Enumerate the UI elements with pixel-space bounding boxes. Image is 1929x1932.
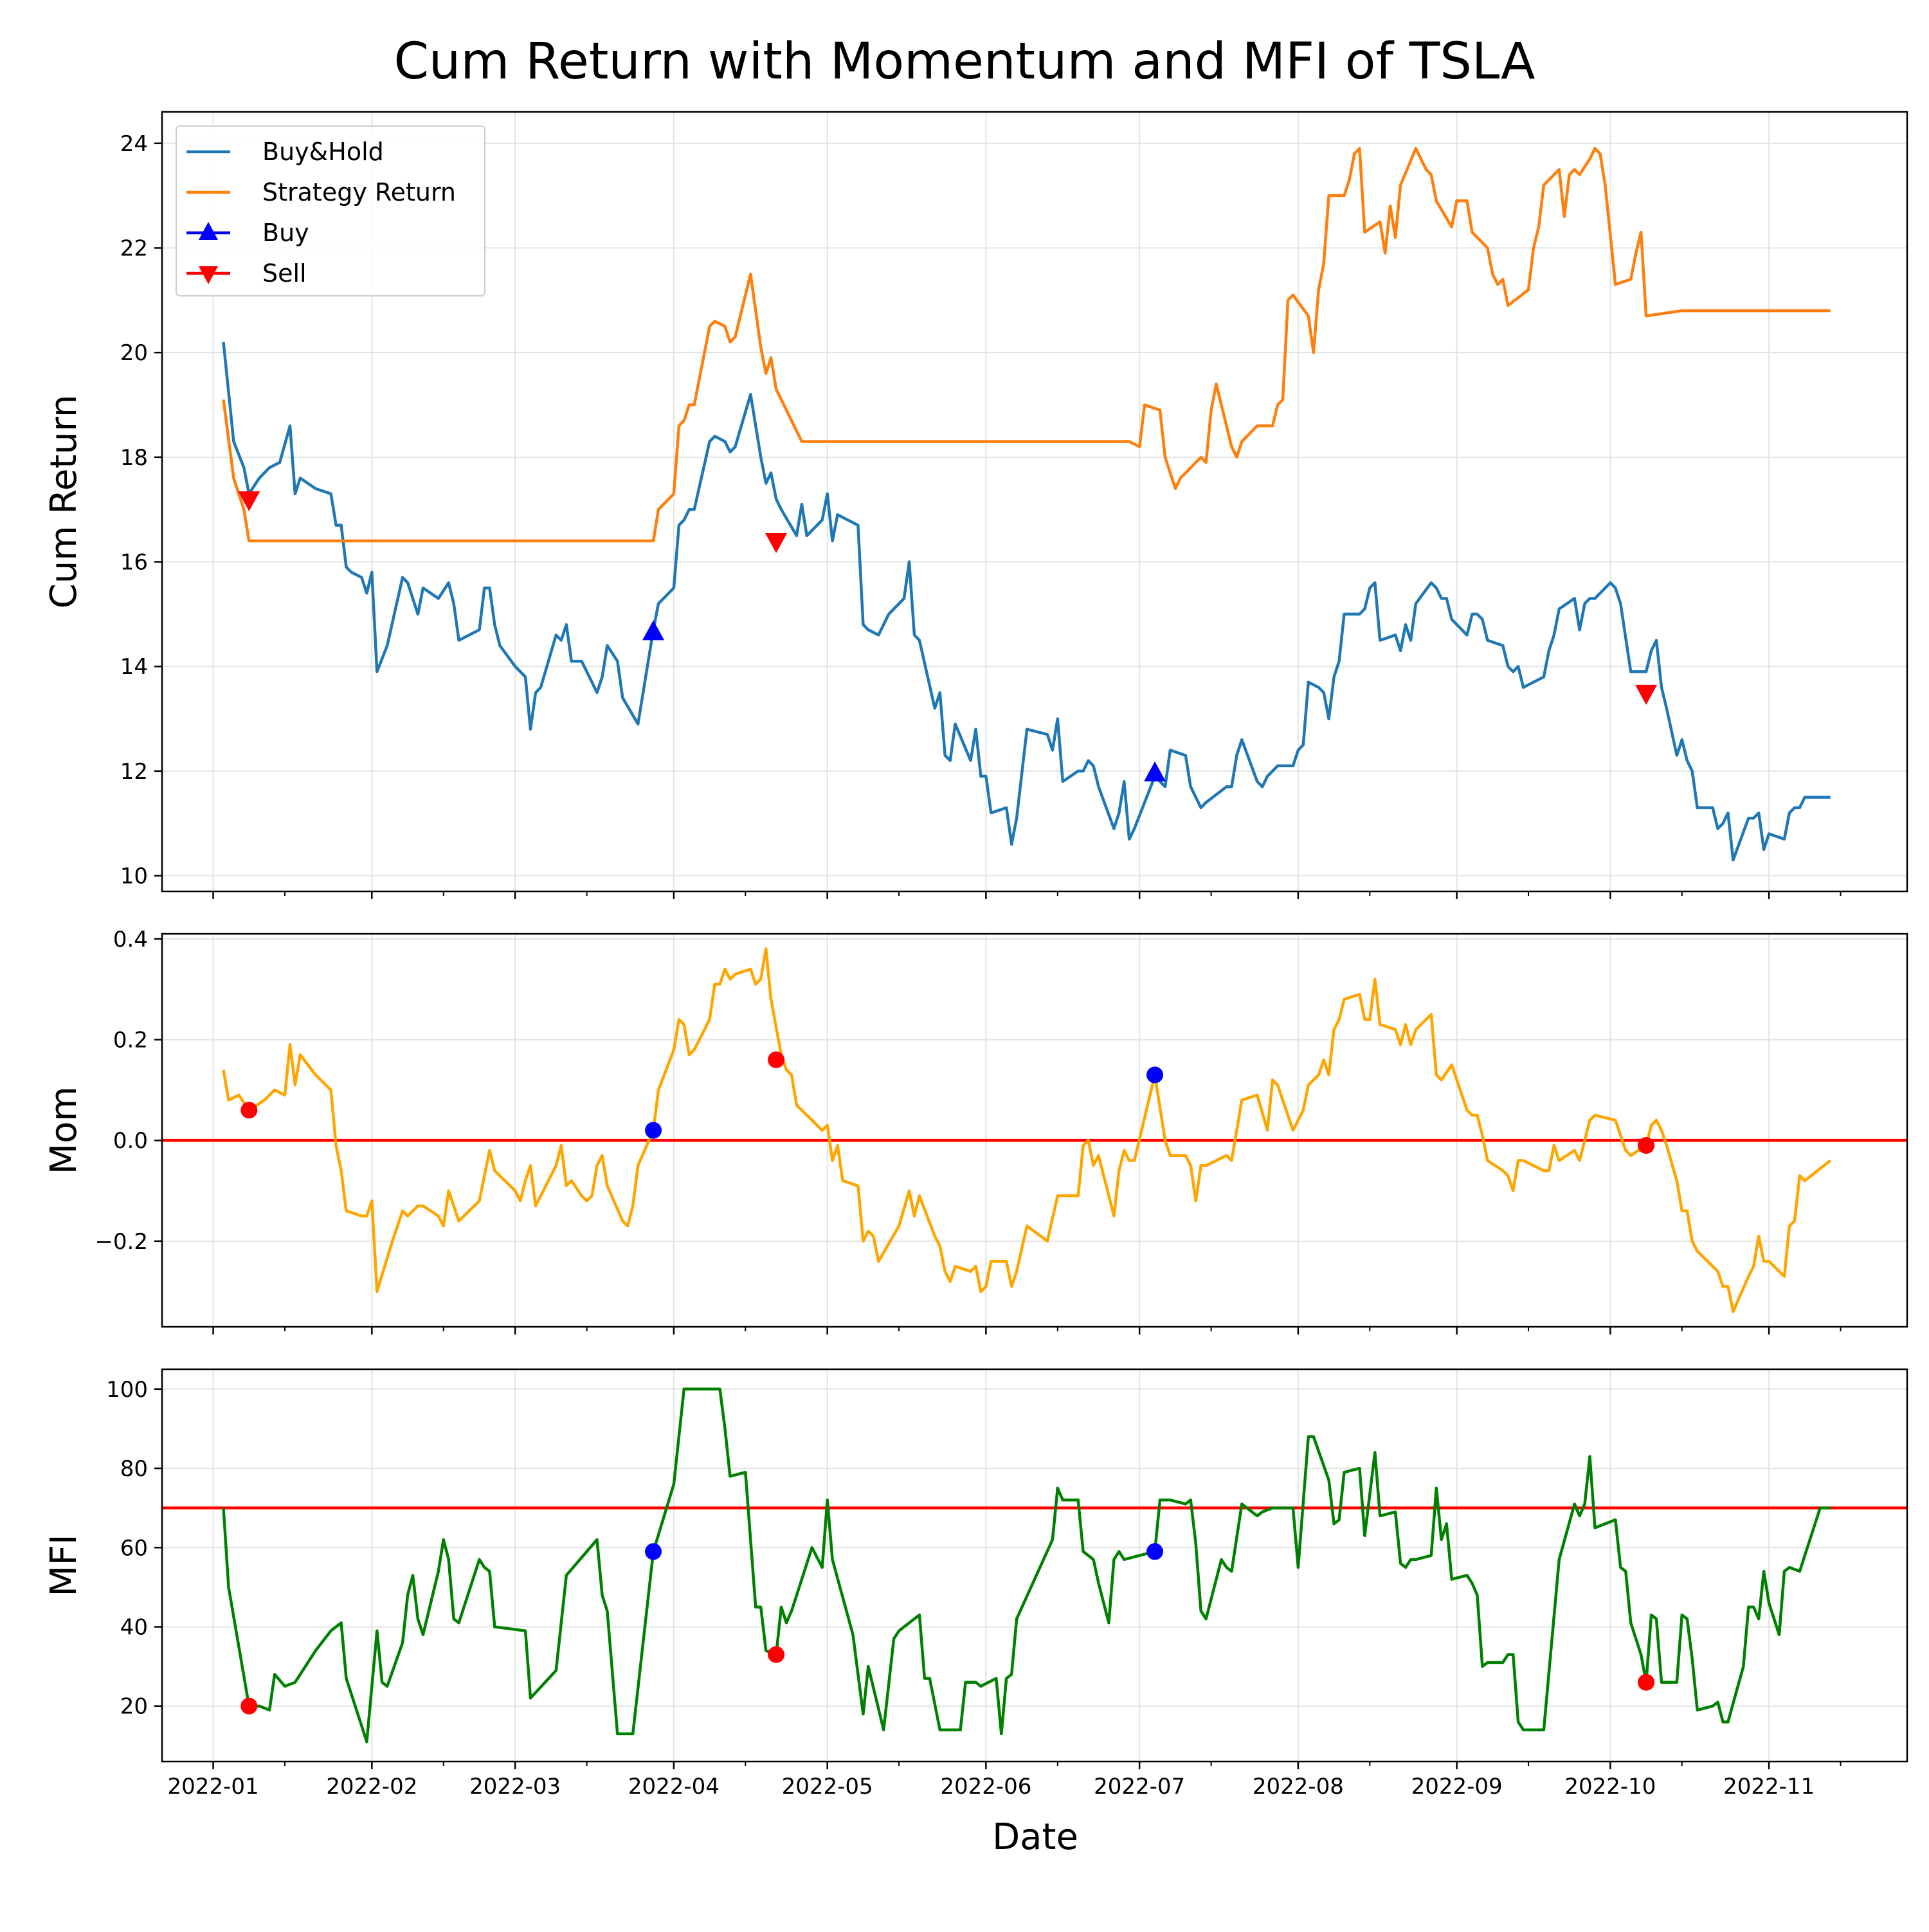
sell-marker: [768, 1646, 785, 1663]
x-tick-label: 2022-08: [1253, 1774, 1344, 1800]
y-tick-label: −0.2: [95, 1229, 148, 1255]
y-tick-label: 20: [120, 1694, 148, 1720]
y-axis-label: Cum Return: [43, 395, 85, 609]
legend-sell-marker: [199, 266, 218, 284]
y-tick-label: 16: [120, 550, 148, 576]
panel-1: −0.2 0.0 0.2 0.4 Mom: [43, 927, 1908, 1335]
y-tick-label: 60: [120, 1535, 148, 1561]
sell-marker: [1638, 1137, 1655, 1154]
buy-marker: [642, 620, 665, 641]
x-tick-label: 2022-06: [940, 1774, 1031, 1800]
plot-frame: [161, 1368, 1908, 1763]
buy-marker: [645, 1122, 662, 1139]
sell-marker: [768, 1051, 785, 1068]
legend: Buy&Hold Strategy Return Buy Sell: [176, 125, 485, 296]
x-tick-label: 2022-09: [1411, 1774, 1503, 1800]
y-tick-label: 80: [120, 1456, 148, 1482]
series-group: [222, 147, 1831, 862]
y-tick-label: 12: [120, 759, 148, 785]
legend-box: [176, 125, 485, 296]
y-tick-label: 0.4: [113, 927, 148, 952]
buy-marker: [1146, 1543, 1164, 1560]
panel-2: 2022-01 2022-02 2022-03 2022-04 2022-05 2022-…: [43, 1368, 1908, 1800]
series-line-series-0: [222, 947, 1831, 1313]
sell-marker: [1635, 684, 1658, 705]
y-tick-label: 100: [106, 1377, 148, 1403]
sell-marker: [238, 491, 260, 511]
series-line-strategy-return: [222, 147, 1831, 543]
x-tick-label: 2022-11: [1723, 1774, 1815, 1800]
x-tick-label: 2022-03: [469, 1774, 561, 1800]
series-line-buy-hold: [222, 342, 1831, 862]
y-tick-label: 18: [120, 445, 148, 471]
buy-marker: [1144, 761, 1166, 781]
sell-marker: [240, 1697, 258, 1715]
chart-title: Cum Return with Momentum and MFI of TSLA: [394, 33, 1535, 91]
series-group: [222, 947, 1831, 1313]
x-axis-label: Date: [992, 1816, 1078, 1858]
y-tick-label: 24: [120, 131, 148, 157]
y-tick-label: 40: [120, 1615, 148, 1641]
legend-label: Strategy Return: [262, 178, 456, 206]
sell-marker: [1638, 1673, 1655, 1691]
buy-marker: [1146, 1066, 1164, 1084]
sell-marker: [240, 1102, 258, 1119]
y-tick-label: 22: [120, 235, 148, 261]
sell-marker: [765, 533, 788, 554]
legend-label: Buy: [262, 219, 309, 247]
x-tick-label: 2022-07: [1094, 1774, 1185, 1800]
x-tick-label: 2022-01: [168, 1774, 259, 1800]
panel-0: 10 12 14 16 18 20 22 24 Cum Return Buy&Hold Strate…: [43, 111, 1908, 899]
x-tick-label: 2022-05: [782, 1774, 873, 1800]
x-tick-label: 2022-10: [1564, 1774, 1656, 1800]
series-group: [222, 1387, 1831, 1744]
buy-marker: [645, 1543, 662, 1560]
y-axis-label: Mom: [43, 1086, 85, 1174]
y-axis-label: MFI: [43, 1534, 85, 1596]
series-line-series-0: [222, 1387, 1831, 1744]
plot-frame: [161, 111, 1908, 893]
x-tick-label: 2022-04: [628, 1774, 720, 1800]
x-tick-label: 2022-02: [326, 1774, 417, 1800]
y-tick-label: 14: [120, 654, 148, 680]
legend-label: Sell: [262, 259, 307, 287]
plot-frame: [161, 933, 1908, 1328]
y-tick-label: 0.0: [113, 1128, 148, 1154]
legend-buy-marker: [199, 222, 218, 240]
y-tick-label: 20: [120, 340, 148, 366]
legend-label: Buy&Hold: [262, 138, 384, 166]
y-tick-label: 10: [120, 864, 148, 889]
y-tick-label: 0.2: [113, 1028, 148, 1053]
